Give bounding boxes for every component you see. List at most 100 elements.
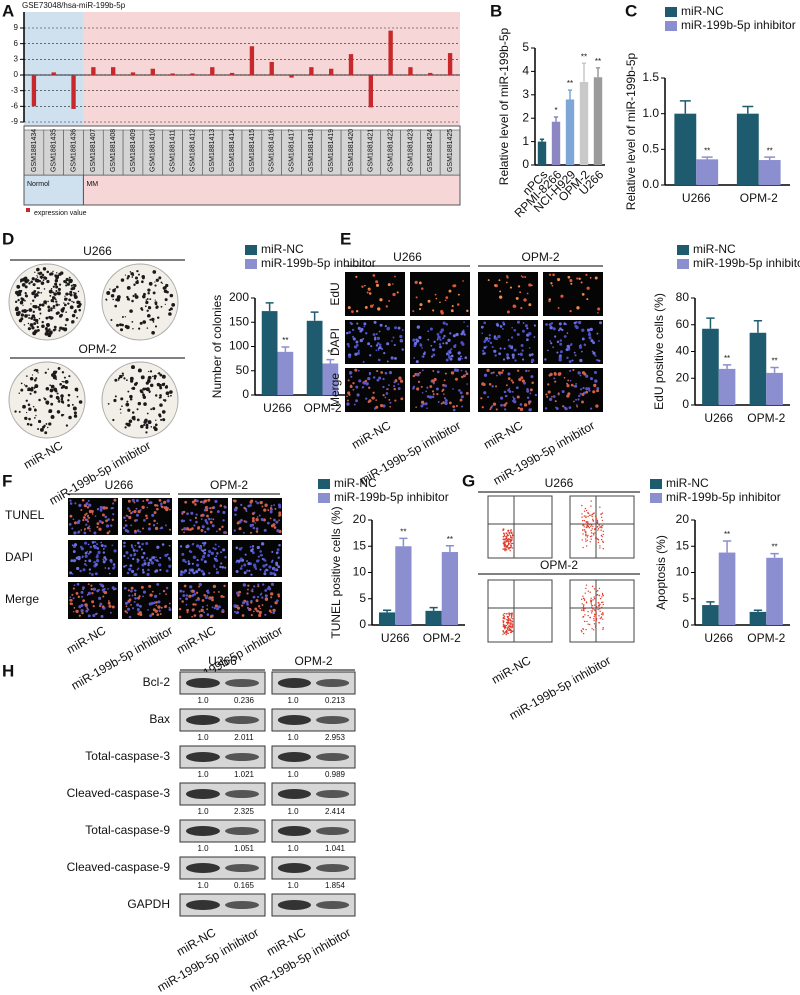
colony [129, 394, 133, 399]
band [225, 864, 260, 872]
cell [206, 527, 210, 531]
cell [596, 389, 599, 393]
cell [195, 520, 198, 524]
cell [461, 405, 464, 408]
cell [193, 524, 196, 527]
colony [30, 316, 34, 320]
colony [25, 384, 28, 388]
cell [71, 527, 74, 530]
cell [524, 324, 528, 328]
cell [465, 372, 469, 376]
colony [52, 291, 55, 294]
cell [593, 383, 597, 388]
row-label: Merge [5, 592, 39, 606]
cell [216, 607, 219, 611]
bar [289, 75, 294, 78]
cell [596, 358, 599, 362]
event [511, 547, 514, 549]
cell [83, 563, 87, 566]
event [511, 625, 513, 627]
colony [66, 278, 69, 280]
cell [365, 382, 369, 386]
colony [52, 301, 55, 303]
event [591, 605, 594, 607]
cell [507, 388, 511, 392]
cell [200, 608, 204, 612]
cell [134, 597, 137, 600]
cell [137, 541, 140, 545]
row-label: DAPI [5, 550, 33, 564]
cell [494, 354, 497, 357]
y-tick-label: -3 [11, 86, 19, 95]
colony [142, 392, 144, 394]
cell [393, 385, 396, 388]
colony [38, 292, 40, 294]
event [505, 537, 508, 540]
colony [45, 316, 49, 320]
colony [145, 299, 148, 301]
cell [156, 582, 160, 586]
event [602, 612, 604, 614]
colony [62, 401, 65, 404]
cell [525, 369, 528, 373]
colony [60, 386, 64, 389]
cell [547, 383, 550, 386]
colony [63, 307, 65, 309]
event [602, 548, 604, 550]
colony [28, 282, 31, 285]
colony [26, 422, 30, 426]
bar [696, 159, 719, 185]
cell [196, 558, 199, 562]
cell [223, 584, 226, 588]
cell [114, 587, 117, 591]
event [504, 631, 507, 633]
event [584, 607, 586, 610]
cell [483, 346, 487, 349]
colony [77, 290, 80, 293]
event [511, 539, 513, 541]
event [505, 633, 507, 636]
cell [378, 376, 382, 380]
blot-ratio: 2.325 [234, 807, 255, 816]
cell [506, 353, 510, 357]
cell [568, 406, 572, 410]
cell [452, 405, 456, 408]
colony [65, 280, 67, 282]
event [507, 619, 509, 622]
panel-label: F [2, 471, 12, 490]
cell [243, 563, 247, 567]
cell [182, 558, 186, 563]
cell [374, 336, 377, 339]
cell [88, 568, 92, 571]
event [587, 623, 589, 625]
cell [270, 592, 274, 596]
cell [346, 402, 350, 406]
colony [76, 317, 78, 319]
cell [108, 604, 112, 608]
colony [59, 313, 63, 317]
cell [247, 588, 249, 591]
cell [385, 388, 388, 391]
cell [128, 567, 132, 572]
event [587, 515, 589, 518]
cell [397, 387, 401, 390]
cell [460, 395, 464, 399]
colony [37, 306, 40, 309]
cell [444, 399, 448, 403]
cell [168, 558, 171, 561]
colony [63, 376, 66, 379]
cell [181, 600, 184, 603]
event [586, 545, 588, 547]
cell [139, 509, 142, 511]
event [600, 534, 603, 537]
cell [587, 387, 591, 390]
cell [162, 590, 166, 593]
event [506, 533, 509, 535]
cell [168, 528, 171, 531]
cell [348, 355, 352, 359]
cell [483, 373, 488, 377]
bar [447, 53, 453, 75]
cell [517, 406, 521, 410]
cell [111, 586, 115, 590]
cell [207, 517, 210, 520]
